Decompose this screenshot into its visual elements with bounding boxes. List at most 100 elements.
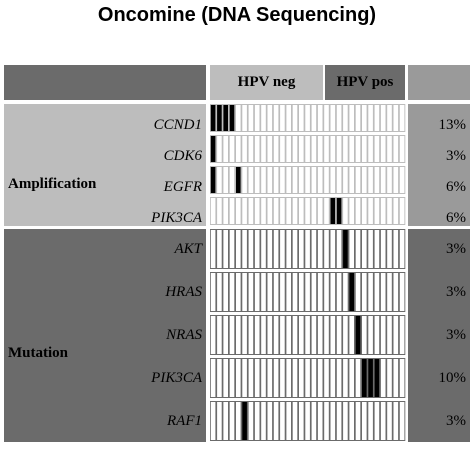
heatmap-cell — [349, 316, 354, 354]
heatmap-cell — [380, 198, 386, 224]
heatmap-cell — [223, 402, 228, 440]
heatmap-cell — [317, 105, 323, 131]
heatmap-cell — [387, 273, 392, 311]
heatmap-cell — [305, 198, 310, 224]
heatmap-cell — [380, 230, 386, 268]
heatmap-cell — [399, 273, 405, 311]
heatmap-cell — [299, 402, 304, 440]
heatmap-cell — [380, 359, 386, 397]
heatmap-cell — [267, 167, 273, 193]
heatmap-cell — [374, 273, 380, 311]
heatmap-cell — [311, 230, 317, 268]
heatmap-cell — [374, 167, 380, 193]
heatmap-cell — [343, 359, 348, 397]
heatmap-cell — [324, 198, 329, 224]
percent-column-mutation: 3% 3% 3% 10% 3% — [408, 229, 470, 442]
heatmap-cell — [299, 273, 304, 311]
heatmap-cell — [248, 316, 254, 354]
percent-label: 3% — [446, 241, 466, 257]
heatmap-cell — [393, 167, 399, 193]
heatmap-cell — [280, 230, 285, 268]
heatmap-cell — [387, 230, 392, 268]
heatmap-cell — [248, 167, 254, 193]
heatmap-cell — [236, 230, 241, 268]
heatmap-cell — [236, 359, 241, 397]
heatmap-cell — [362, 167, 367, 193]
heatmap-cell — [305, 359, 310, 397]
heatmap-cell — [229, 273, 235, 311]
heatmap-cell — [210, 198, 216, 224]
heatmap-cell — [336, 105, 342, 131]
heatmap-cell — [223, 136, 228, 162]
heatmap-cell — [210, 273, 216, 311]
heatmap-cell — [286, 167, 291, 193]
heatmap-cell — [242, 359, 247, 397]
heatmap-cell — [343, 402, 348, 440]
heatmap-cell — [343, 136, 348, 162]
heatmap-cell — [267, 136, 273, 162]
heatmap-cell — [362, 198, 367, 224]
gene-label: CDK6 — [163, 148, 202, 164]
heatmap-cell-altered — [374, 359, 380, 397]
heatmap-cell — [336, 316, 342, 354]
heatmap-cell — [387, 359, 392, 397]
header-hpv-neg: HPV neg — [210, 65, 323, 100]
heatmap-cell — [280, 273, 285, 311]
heatmap-cell — [223, 359, 228, 397]
heatmap-cell — [349, 136, 354, 162]
heatmap-cell-altered — [330, 198, 336, 224]
heatmap-cell — [399, 316, 405, 354]
heatmap-cell — [349, 402, 354, 440]
heatmap-cell — [355, 273, 361, 311]
heatmap-cell — [374, 316, 380, 354]
heatmap-cell — [229, 230, 235, 268]
heatmap-cell — [317, 230, 323, 268]
gene-label: HRAS — [165, 284, 202, 300]
percent-label: 6% — [446, 210, 466, 226]
heatmap-cell — [273, 198, 279, 224]
heatmap-cell — [267, 273, 273, 311]
heatmap-cell — [330, 230, 336, 268]
heatmap-cell — [299, 105, 304, 131]
heatmap-cell — [248, 273, 254, 311]
heatmap-cell — [292, 273, 298, 311]
heatmap-cell — [387, 167, 392, 193]
heatmap-cell — [330, 105, 336, 131]
heatmap-cell — [380, 136, 386, 162]
heatmap-cell — [299, 136, 304, 162]
heatmap-cell — [236, 105, 241, 131]
heatmap-cell — [330, 359, 336, 397]
heatmap-cell — [248, 230, 254, 268]
heatmap-cell — [343, 105, 348, 131]
heatmap-cell — [380, 105, 386, 131]
heatmap-cell — [273, 136, 279, 162]
heatmap-cell — [336, 273, 342, 311]
heatmap-cell — [393, 198, 399, 224]
heatmap-cell-altered — [210, 167, 216, 193]
heatmap-cell — [305, 230, 310, 268]
heatmap-cell — [330, 316, 336, 354]
heatmap-cell — [374, 136, 380, 162]
heatmap-cell — [355, 402, 361, 440]
heatmap-cell — [343, 273, 348, 311]
heatmap-cell — [324, 105, 329, 131]
heatmap-cell — [223, 230, 228, 268]
heatmap-cell-altered — [368, 359, 373, 397]
heatmap-cell — [355, 359, 361, 397]
heatmap-cell — [387, 316, 392, 354]
heatmap-cell — [254, 136, 260, 162]
heatmap-cell — [343, 198, 348, 224]
heatmap-cell — [261, 359, 266, 397]
header-blank-right — [408, 65, 470, 100]
heatmap-cell — [368, 316, 373, 354]
heatmap-cell — [387, 136, 392, 162]
heatmap-cell — [261, 273, 266, 311]
heatmap-cell — [393, 230, 399, 268]
heatmap-cell — [311, 402, 317, 440]
heatmap-cell — [362, 105, 367, 131]
heatmap-cell — [286, 359, 291, 397]
heatmap-cell — [380, 273, 386, 311]
gene-label: EGFR — [163, 179, 202, 195]
heatmap-cell — [324, 359, 329, 397]
